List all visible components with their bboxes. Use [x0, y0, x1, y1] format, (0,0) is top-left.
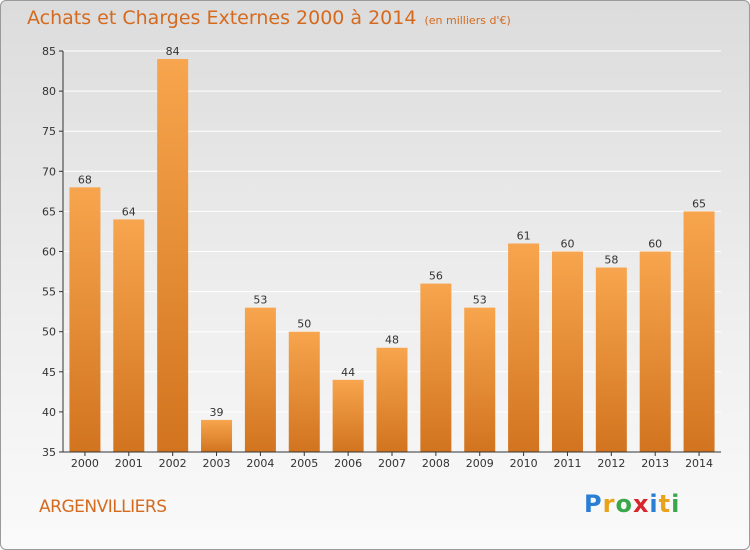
bars: 68 64 84 39 53 50 44 48 56 53 61 60 58 60 65 — [69, 45, 715, 453]
y-tick-label: 45 — [42, 366, 56, 379]
y-tick-label: 35 — [42, 446, 56, 459]
bar — [683, 211, 715, 452]
x-tick-label: 2013 — [641, 457, 669, 470]
bar — [69, 187, 101, 452]
data-label: 65 — [692, 197, 706, 210]
x-tick-label: 2004 — [246, 457, 274, 470]
bar — [113, 219, 145, 452]
data-label: 64 — [122, 205, 136, 218]
bar — [595, 267, 627, 452]
data-label: 50 — [297, 318, 311, 331]
axes: 35 40 45 50 55 60 65 70 75 80 85 2000 2001 2002 2003 20… — [42, 45, 721, 470]
chart-title: Achats et Charges Externes 2000 à 2014 (e… — [27, 7, 511, 29]
bar — [508, 243, 540, 452]
x-tick-label: 2010 — [510, 457, 538, 470]
y-tick-label: 60 — [42, 246, 56, 259]
bar — [157, 59, 189, 453]
y-tick-label: 65 — [42, 205, 56, 218]
x-tick-label: 2002 — [159, 457, 187, 470]
x-tick-label: 2000 — [71, 457, 99, 470]
x-tick-label: 2005 — [290, 457, 318, 470]
data-label: 48 — [385, 334, 399, 347]
x-tick-label: 2003 — [203, 457, 231, 470]
logo-letter: o — [615, 490, 633, 518]
logo-letter: i — [649, 490, 659, 518]
data-label: 56 — [429, 270, 443, 283]
bar — [332, 379, 364, 452]
logo-letter: x — [632, 490, 650, 518]
y-tick-label: 75 — [42, 125, 56, 138]
bar — [464, 307, 496, 452]
data-label: 53 — [473, 294, 487, 307]
x-tick-label: 2009 — [466, 457, 494, 470]
x-tick-label: 2006 — [334, 457, 362, 470]
y-tick-label: 80 — [42, 85, 56, 98]
x-tick-label: 2001 — [115, 457, 143, 470]
data-label: 39 — [210, 406, 224, 419]
y-tick-label: 85 — [42, 45, 56, 58]
logo-letter: P — [584, 490, 603, 518]
bar — [420, 283, 452, 452]
y-tick-label: 50 — [42, 326, 56, 339]
data-label: 44 — [341, 366, 355, 379]
bar — [288, 331, 320, 452]
data-label: 60 — [560, 238, 574, 251]
data-label: 60 — [648, 238, 662, 251]
bar — [244, 307, 276, 452]
data-label: 61 — [517, 229, 531, 242]
logo-letter: t — [658, 490, 672, 518]
y-tick-label: 40 — [42, 406, 56, 419]
x-tick-label: 2012 — [597, 457, 625, 470]
y-tick-label: 55 — [42, 286, 56, 299]
bar — [551, 251, 583, 452]
x-tick-label: 2011 — [553, 457, 581, 470]
data-label: 84 — [166, 45, 180, 58]
proxiti-logo: Proxiti — [584, 490, 680, 518]
x-tick-label: 2007 — [378, 457, 406, 470]
commune-name: ARGENVILLIERS — [39, 497, 167, 517]
logo-letter: i — [671, 490, 681, 518]
data-label: 53 — [253, 294, 267, 307]
bar — [639, 251, 671, 452]
logo-letter: r — [602, 490, 616, 518]
bar — [201, 419, 233, 452]
x-tick-label: 2008 — [422, 457, 450, 470]
y-tick-label: 70 — [42, 165, 56, 178]
chart-subtitle: (en milliers d'€) — [424, 14, 511, 27]
bar — [376, 347, 408, 452]
x-tick-label: 2014 — [685, 457, 713, 470]
data-label: 58 — [604, 254, 618, 267]
data-label: 68 — [78, 173, 92, 186]
